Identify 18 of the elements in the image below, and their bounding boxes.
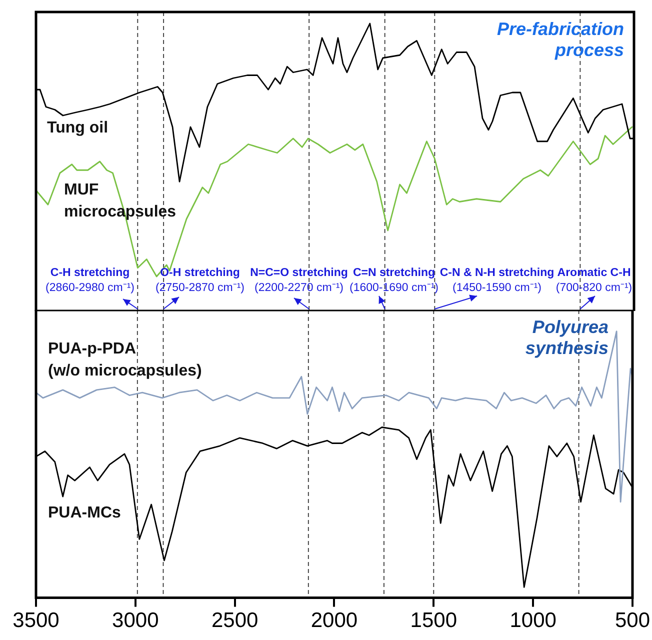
x-tick-label: 500 [614,609,650,632]
chart-title: Pre-fabrication process [496,18,624,60]
ref-line-label: C-H stretching (2860-2980 cm⁻¹) [45,267,135,294]
series-label: PUA-MCs [48,504,121,522]
series-label: PUA-p-PDA (w/o microcapsules) [48,340,202,380]
x-tick-label: 1500 [410,609,458,632]
ref-line-label: N=C=O stretching (2200-2270 cm⁻¹) [250,267,348,294]
ref-line-label: O-H stretching (2750-2870 cm⁻¹) [155,267,245,294]
chart-title: Polyurea synthesis [525,316,608,358]
x-tick-label: 3500 [12,609,60,632]
series-label: Tung oil [47,119,108,136]
x-tick-label: 3000 [112,609,159,632]
ref-line-label: C-N & N-H stretching (1450-1590 cm⁻¹) [440,267,554,294]
x-tick-label: 2000 [310,609,358,632]
ref-line-label: Aromatic C-H (700-820 cm⁻¹) [556,267,632,294]
ref-line-label: C=N stretching (1600-1690 cm⁻¹) [349,267,439,294]
x-tick-label: 1000 [510,609,556,632]
x-tick-label: 2500 [211,609,258,632]
